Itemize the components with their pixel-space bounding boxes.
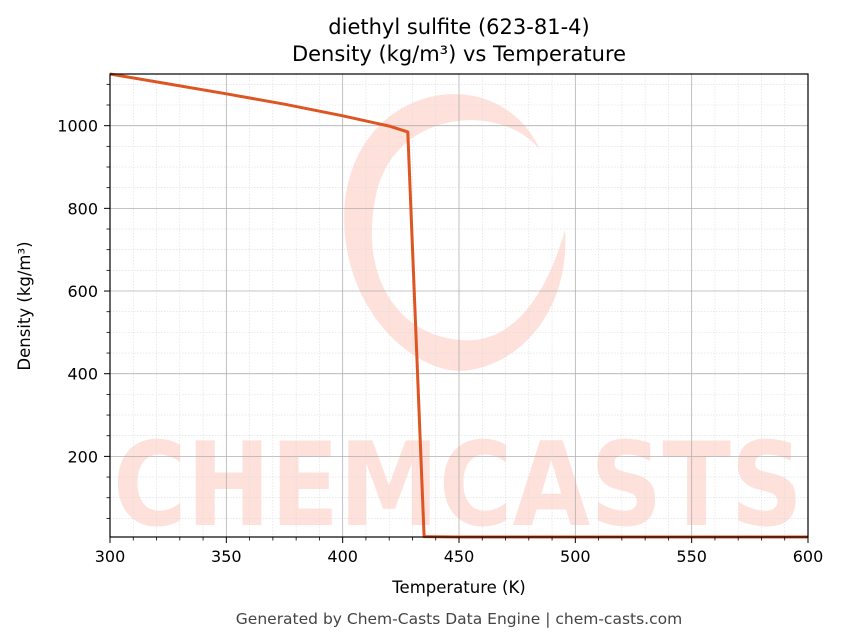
y-tick-labels: 200 400 600 800 1000 [57,117,98,467]
x-tick-label: 350 [211,547,242,566]
watermark-swoosh-logo [344,94,566,371]
x-tick-labels: 300 350 400 450 500 550 600 [95,547,824,566]
footer-credit: Generated by Chem-Casts Data Engine | ch… [236,610,682,628]
y-tick-label: 400 [67,365,98,384]
chemcasts-watermark: CHEMCASTS [113,94,803,553]
y-tick-label: 200 [67,447,98,466]
x-tick-label: 400 [327,547,358,566]
x-axis-label: Temperature (K) [391,578,525,597]
x-tick-label: 600 [793,547,824,566]
chart-title: diethyl sulfite (623-81-4) [328,15,589,39]
x-tick-label: 500 [560,547,591,566]
chart-subtitle: Density (kg/m³) vs Temperature [292,42,626,66]
y-axis-label: Density (kg/m³) [15,241,34,370]
x-tick-label: 450 [444,547,475,566]
y-tick-label: 1000 [57,117,98,136]
axis-ticks [104,83,809,543]
y-tick-label: 600 [67,282,98,301]
y-tick-label: 800 [67,199,98,218]
x-tick-label: 300 [95,547,126,566]
x-tick-label: 550 [676,547,707,566]
watermark-text: CHEMCASTS [113,418,803,553]
